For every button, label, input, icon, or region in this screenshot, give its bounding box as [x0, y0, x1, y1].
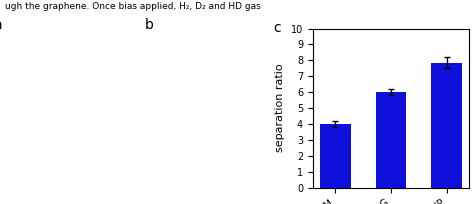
Text: b: b	[145, 18, 154, 32]
Y-axis label: separation ratio: separation ratio	[275, 64, 285, 152]
Bar	[431, 63, 462, 188]
Bar	[320, 124, 351, 188]
Bar	[376, 92, 406, 188]
Text: c: c	[274, 21, 282, 35]
Text: a: a	[0, 18, 2, 32]
Text: ugh the graphene. Once bias applied, H₂, D₂ and HD gas: ugh the graphene. Once bias applied, H₂,…	[5, 2, 261, 11]
